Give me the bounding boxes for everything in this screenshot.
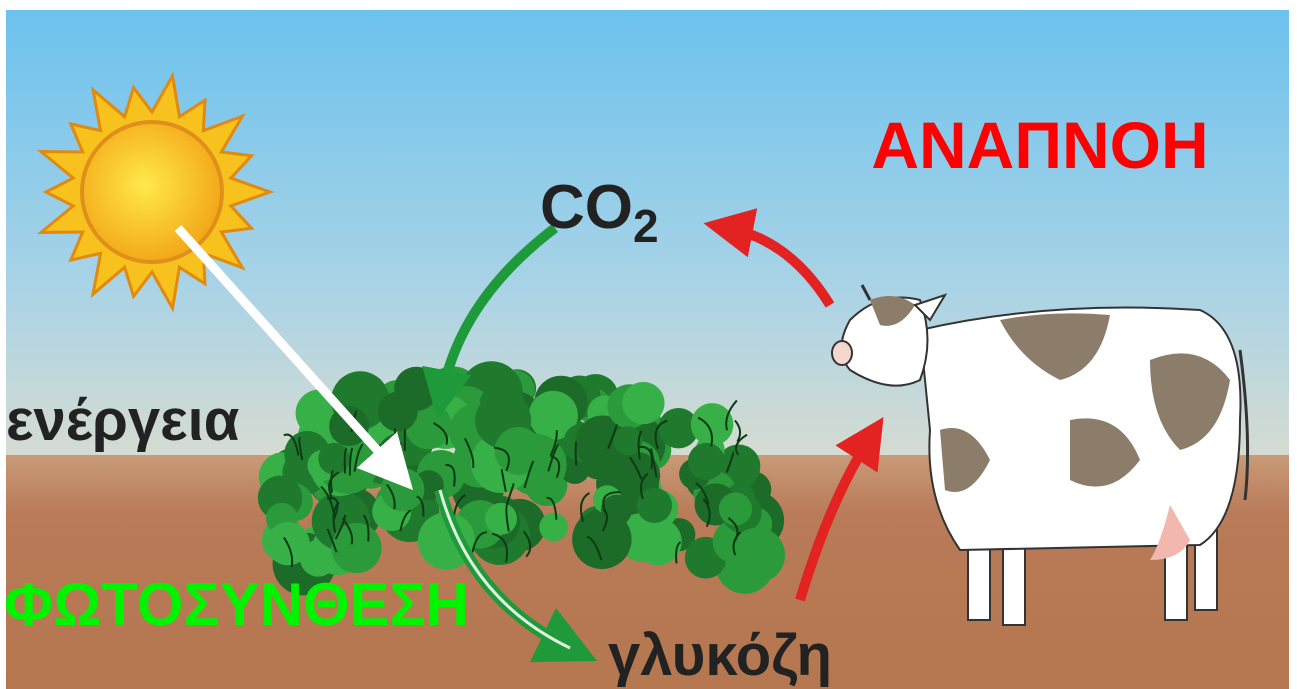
leaf xyxy=(719,492,752,525)
respiration-label: ΑΝΑΠΝΟΗ xyxy=(871,108,1208,182)
leaf xyxy=(485,503,517,535)
photosynthesis-label: ΦΩΤΟΣΥΝΘΕΣΗ xyxy=(4,571,469,638)
leaf xyxy=(381,468,425,512)
energy-label: ενέργεια xyxy=(6,388,240,453)
leaf xyxy=(539,513,568,542)
leaf xyxy=(495,427,543,475)
co2-main: CO xyxy=(540,173,633,242)
leaf xyxy=(622,382,664,424)
glucose-label: γλυκόζη xyxy=(608,623,832,688)
twig xyxy=(576,442,577,466)
page: ΑΝΑΠΝΟΗ CO2 ενέργεια ΦΩΤΟΣΥΝΘΕΣΗ γλυκόζη… xyxy=(0,0,1297,689)
diagram: ΑΝΑΠΝΟΗ CO2 ενέργεια ΦΩΤΟΣΥΝΘΕΣΗ γλυκόζη xyxy=(0,0,1297,689)
twig xyxy=(405,429,406,451)
leaf xyxy=(394,367,438,411)
leaf xyxy=(688,443,725,480)
co2-sub: 2 xyxy=(633,200,659,252)
